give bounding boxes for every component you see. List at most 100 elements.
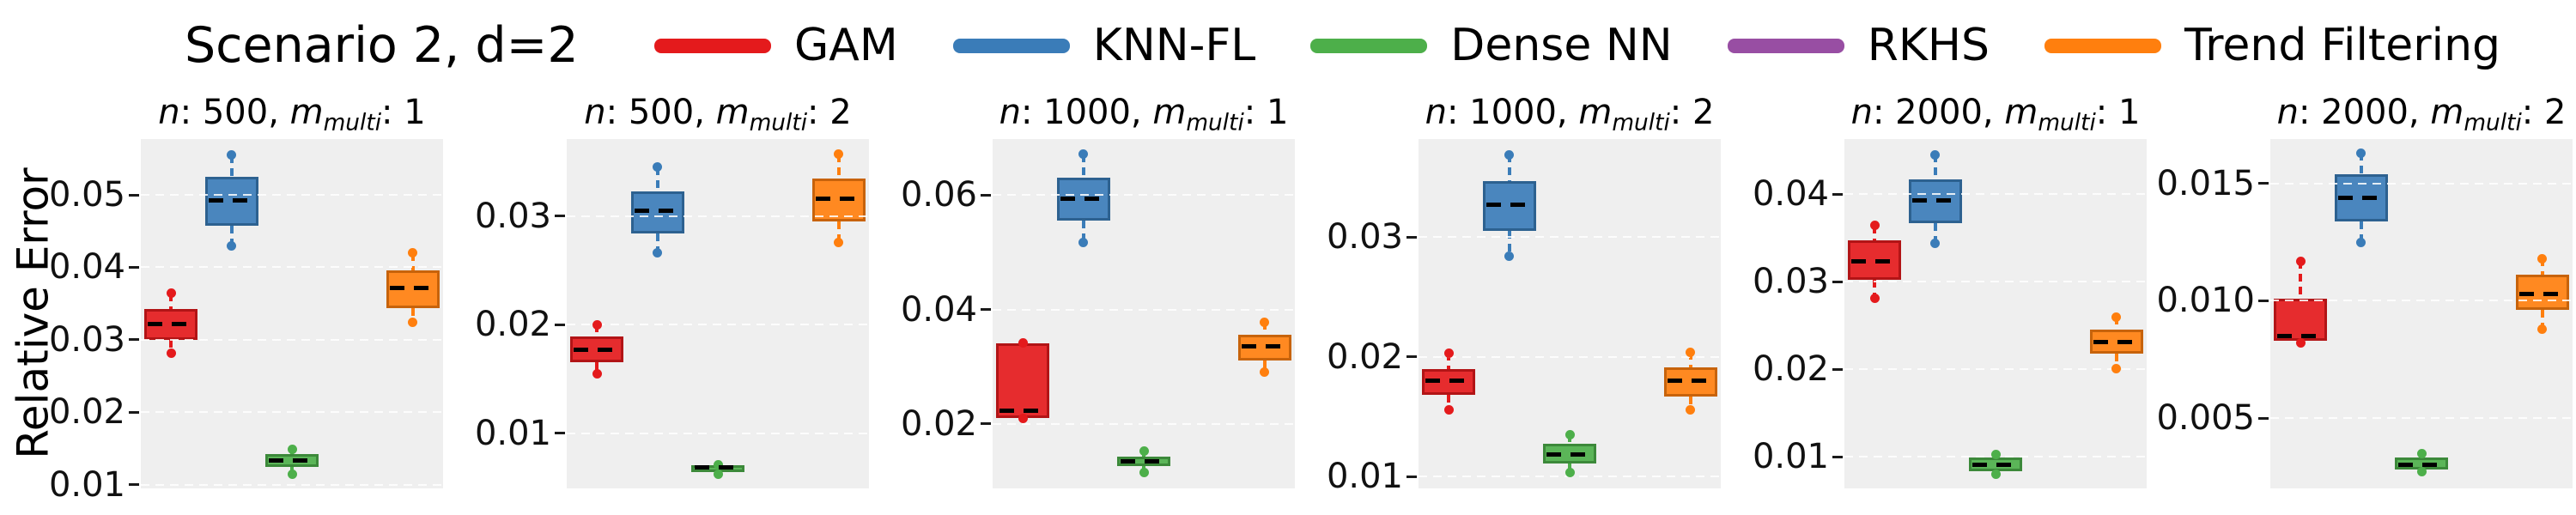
upper-whisker bbox=[169, 293, 173, 309]
y-tick-mark bbox=[2258, 416, 2269, 420]
median-line bbox=[389, 286, 436, 291]
median-line bbox=[1241, 344, 1288, 349]
median-line bbox=[634, 208, 681, 213]
legend-item-gam: GAM bbox=[654, 20, 898, 71]
median-line bbox=[1972, 462, 2019, 467]
legend-item-rkhs: RKHS bbox=[1727, 20, 1990, 71]
upper-whisker bbox=[2359, 153, 2363, 174]
median-line bbox=[2337, 195, 2385, 200]
gridline bbox=[141, 194, 443, 197]
median-line bbox=[1546, 452, 1593, 457]
lower-whisker bbox=[2114, 353, 2118, 369]
median-line bbox=[1911, 197, 1959, 203]
y-tick-label: 0.02 bbox=[1326, 336, 1403, 377]
gridline bbox=[993, 308, 1295, 311]
lower-whisker-cap bbox=[653, 248, 663, 258]
lower-whisker bbox=[1081, 220, 1085, 243]
lower-whisker-cap bbox=[1018, 414, 1028, 424]
upper-whisker-cap bbox=[2111, 312, 2122, 322]
legend-item-dense-nn: Dense NN bbox=[1310, 20, 1673, 71]
y-tick-label: 0.02 bbox=[48, 392, 125, 433]
lower-whisker-cap bbox=[227, 241, 237, 251]
lower-whisker-cap bbox=[408, 318, 418, 328]
upper-whisker-cap bbox=[2537, 253, 2548, 264]
legend-label: GAM bbox=[794, 20, 898, 71]
plot-area bbox=[141, 139, 443, 488]
median-line bbox=[1425, 379, 1473, 384]
plot-area bbox=[567, 139, 869, 488]
y-tick-mark bbox=[555, 323, 565, 326]
panel-1: n: 500, mmulti: 1 0.01 0.02 0.03 0.04 0.05 bbox=[17, 92, 443, 506]
y-tick-mark bbox=[129, 410, 139, 414]
gridline bbox=[1419, 236, 1721, 239]
lower-whisker bbox=[1447, 395, 1451, 409]
lower-whisker bbox=[410, 307, 415, 323]
y-tick-mark bbox=[1406, 235, 1417, 239]
median-line bbox=[2093, 340, 2140, 345]
y-tick-label: 0.01 bbox=[474, 413, 551, 453]
box-gam bbox=[996, 342, 1050, 419]
lower-whisker bbox=[229, 226, 234, 246]
gridline bbox=[2270, 300, 2573, 302]
upper-whisker-cap bbox=[2416, 448, 2427, 458]
upper-whisker-cap bbox=[592, 319, 602, 330]
legend-swatch-gam bbox=[654, 38, 771, 53]
legend-swatch-knn-fl bbox=[952, 38, 1070, 53]
lower-whisker-cap bbox=[592, 368, 602, 379]
upper-whisker bbox=[2299, 261, 2303, 299]
lower-whisker-cap bbox=[1443, 404, 1454, 415]
upper-whisker-cap bbox=[653, 162, 663, 173]
upper-whisker-cap bbox=[713, 459, 723, 470]
lower-whisker-cap bbox=[166, 348, 176, 359]
y-tick-label: 0.01 bbox=[1326, 457, 1403, 497]
lower-whisker bbox=[1507, 231, 1511, 257]
plot-area bbox=[993, 139, 1295, 488]
panel-5: n: 2000, mmulti: 1 0.01 0.02 0.03 0.04 bbox=[1721, 92, 2147, 506]
panel-title: n: 500, mmulti: 1 bbox=[158, 92, 426, 136]
lower-whisker-cap bbox=[1869, 294, 1880, 304]
upper-whisker bbox=[655, 167, 659, 191]
upper-whisker-cap bbox=[2356, 148, 2366, 158]
upper-whisker bbox=[2540, 258, 2544, 276]
upper-whisker-cap bbox=[1990, 449, 2001, 459]
y-tick-mark bbox=[981, 308, 991, 311]
panel-2: n: 500, mmulti: 2 0.01 0.02 0.03 bbox=[443, 93, 869, 506]
lower-whisker-cap bbox=[713, 470, 723, 480]
lower-whisker bbox=[1688, 396, 1692, 409]
median-line bbox=[148, 321, 195, 326]
lower-whisker bbox=[1568, 463, 1571, 473]
gridline bbox=[141, 266, 443, 269]
gridline bbox=[141, 338, 443, 341]
median-line bbox=[999, 408, 1047, 413]
y-tick-mark bbox=[129, 193, 139, 197]
upper-whisker bbox=[1081, 154, 1085, 178]
y-tick-mark bbox=[1406, 475, 1417, 478]
gridline bbox=[2270, 417, 2573, 420]
plot-area bbox=[1844, 139, 2147, 488]
y-tick-label: 0.03 bbox=[1752, 262, 1829, 302]
gridline bbox=[1844, 281, 2147, 283]
upper-whisker bbox=[1262, 322, 1267, 336]
lower-whisker-cap bbox=[1686, 404, 1696, 415]
lower-whisker-cap bbox=[2416, 467, 2427, 477]
panel-title: n: 2000, mmulti: 1 bbox=[1850, 92, 2141, 136]
lower-whisker-cap bbox=[2356, 237, 2366, 247]
y-tick-label: 0.01 bbox=[48, 464, 125, 505]
median-line bbox=[269, 458, 315, 464]
upper-whisker-cap bbox=[1504, 149, 1515, 160]
lower-whisker bbox=[836, 221, 841, 243]
gridline bbox=[1844, 193, 2147, 196]
upper-whisker-cap bbox=[1018, 338, 1028, 348]
y-tick-mark bbox=[1832, 455, 1843, 458]
upper-whisker bbox=[836, 154, 841, 179]
y-tick-mark bbox=[1832, 280, 1843, 283]
lower-whisker bbox=[1933, 222, 1937, 244]
upper-whisker-cap bbox=[1260, 317, 1270, 327]
gridline bbox=[1844, 368, 2147, 371]
y-tick-mark bbox=[129, 483, 139, 487]
upper-whisker-cap bbox=[1564, 429, 1575, 439]
legend-item-trend-filtering: Trend Filtering bbox=[2044, 20, 2500, 71]
upper-whisker-cap bbox=[1443, 348, 1454, 358]
gridline bbox=[141, 483, 443, 486]
